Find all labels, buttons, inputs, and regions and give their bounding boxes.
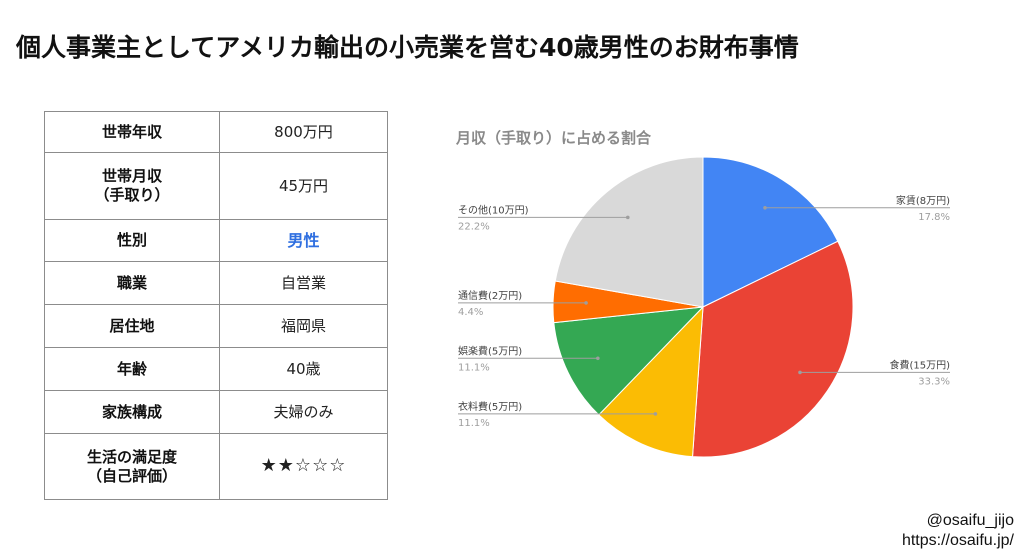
row-label-occupation: 職業: [44, 261, 220, 305]
credit-handle: @osaifu_jijo: [926, 512, 1014, 529]
leader-dot-rent: [763, 205, 767, 210]
table-row: 家族構成 夫婦のみ: [44, 390, 388, 434]
slice-label-clothing: 衣料費(5万円): [458, 400, 522, 413]
pie-slice-entertainment: [553, 306, 705, 416]
leader-dot-clothing: [653, 412, 658, 416]
row-value-occupation: 自営業: [219, 261, 388, 305]
row-value-satisfaction: ★★☆☆☆: [219, 433, 388, 500]
row-label-residence: 居住地: [44, 304, 220, 348]
row-label-family: 家族構成: [44, 390, 220, 434]
table-row: 生活の満足度 （自己評価） ★★☆☆☆: [44, 433, 388, 500]
pie-slice-food: [692, 240, 854, 458]
slice-label-food: 食費(15万円): [889, 358, 950, 371]
row-label-gender: 性別: [44, 219, 220, 262]
row-value-family: 夫婦のみ: [219, 390, 388, 434]
row-value-gender: 男性: [219, 219, 388, 262]
slice-label-entertainment: 娯楽費(5万円): [458, 344, 522, 357]
table-row: 世帯月収 （手取り） 45万円: [44, 152, 388, 220]
leader-dot-telecom: [584, 301, 588, 305]
credit: @osaifu_jijo https://osaifu.jp/: [902, 511, 1014, 551]
row-value-household-income: 800万円: [219, 111, 388, 153]
chart-title: 月収（手取り）に占める割合: [455, 129, 652, 147]
leader-dot-other: [625, 215, 630, 220]
slice-percent-telecom: 4.4%: [458, 307, 483, 318]
table-row: 性別 男性: [44, 219, 388, 262]
table-row: 居住地 福岡県: [44, 304, 388, 348]
row-value-residence: 福岡県: [219, 304, 388, 348]
leader-dot-food: [798, 370, 802, 375]
pie-slice-other: [554, 156, 704, 308]
pie-slice-clothing: [598, 305, 704, 458]
row-label-monthly-income: 世帯月収 （手取り）: [44, 152, 220, 220]
slice-percent-other: 22.2%: [458, 221, 490, 232]
slice-label-rent: 家賃(8万円): [896, 194, 950, 207]
leader-dot-entertainment: [596, 356, 600, 361]
row-label-satisfaction: 生活の満足度 （自己評価）: [44, 433, 220, 500]
page-title: 個人事業主としてアメリカ輸出の小売業を営む40歳男性のお財布事情: [16, 33, 799, 62]
row-label-age: 年齢: [44, 347, 220, 391]
slice-label-telecom: 通信費(2万円): [458, 289, 522, 302]
pie-chart: 月収（手取り）に占める割合 家賃(8万円) 17.8% 食費(15万円) 33.3% 衣…: [455, 129, 950, 458]
row-label-household-income: 世帯年収: [44, 111, 220, 153]
row-value-age: 40歳: [219, 347, 388, 391]
credit-url: https://osaifu.jp/: [901, 532, 1014, 549]
slice-label-other: その他(10万円): [458, 203, 529, 216]
slice-percent-clothing: 11.1%: [458, 418, 490, 429]
row-value-monthly-income: 45万円: [219, 152, 388, 220]
table-row: 職業 自営業: [44, 261, 388, 305]
profile-table: 世帯年収 800万円 世帯月収 （手取り） 45万円 性別 男性 職業 自営業 …: [44, 111, 388, 500]
pie-slice-rent: [702, 156, 839, 308]
slice-percent-rent: 17.8%: [918, 212, 950, 223]
table-row: 世帯年収 800万円: [44, 111, 388, 153]
table-row: 年齢 40歳: [44, 347, 388, 391]
slice-percent-food: 33.3%: [918, 376, 950, 387]
slice-percent-entertainment: 11.1%: [458, 362, 490, 373]
